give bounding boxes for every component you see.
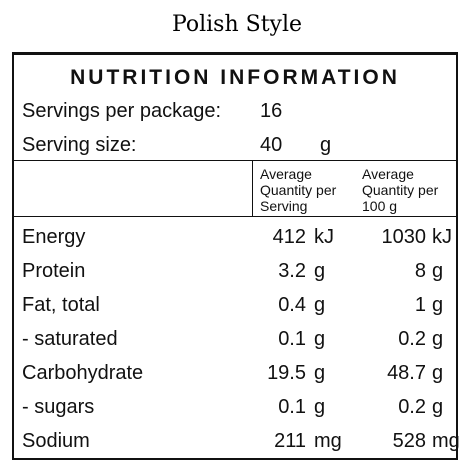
- serving-size-unit: g: [320, 134, 332, 156]
- per100-unit: kJ: [432, 226, 452, 248]
- per100-value: 528: [392, 430, 426, 452]
- per100-unit: g: [432, 396, 444, 418]
- serving-value: 0.4: [278, 294, 306, 316]
- col-serving-header: Average Quantity per Serving: [260, 166, 336, 214]
- serving-unit: g: [314, 328, 326, 350]
- nutrient-label: Protein: [22, 260, 86, 282]
- product-title: Polish Style: [171, 12, 303, 37]
- col-serving-line-3: Serving: [260, 198, 308, 214]
- nutrition-panel: NUTRITION INFORMATION Servings per packa…: [12, 52, 460, 460]
- serving-unit: g: [314, 294, 326, 316]
- serving-unit: g: [314, 396, 326, 418]
- per100-unit: g: [432, 260, 444, 282]
- per100-unit: mg: [432, 430, 460, 452]
- serving-size-label: Serving size:: [22, 134, 137, 156]
- divider-after-serving: [14, 160, 456, 161]
- serving-unit: g: [314, 362, 326, 384]
- per100-value: 48.7: [387, 362, 426, 384]
- servings-value: 16: [260, 100, 283, 122]
- panel-header: NUTRITION INFORMATION: [70, 66, 400, 89]
- nutrient-label: Energy: [22, 226, 86, 248]
- serving-value: 0.1: [278, 396, 306, 418]
- serving-value: 211: [274, 430, 306, 452]
- col-100g-line-1: Average: [362, 166, 414, 182]
- per100-unit: g: [432, 362, 444, 384]
- col-serving-line-2: Quantity per: [260, 182, 337, 198]
- nutrient-label: Carbohydrate: [22, 362, 144, 384]
- serving-unit: kJ: [314, 226, 334, 248]
- col-100g-header: Average Quantity per 100 g: [362, 166, 438, 214]
- per100-value: 0.2: [398, 396, 426, 418]
- per100-value: 8: [414, 260, 426, 282]
- per100-value: 1030: [381, 226, 427, 248]
- col-serving-line-1: Average: [260, 166, 312, 182]
- serving-value: 19.5: [267, 362, 306, 384]
- col-100g-line-3: 100 g: [362, 198, 398, 214]
- serving-value: 3.2: [278, 260, 306, 282]
- per100-unit: g: [432, 294, 444, 316]
- servings-label: Servings per package:: [22, 100, 222, 122]
- divider-after-col-head: [14, 216, 456, 217]
- serving-unit: mg: [314, 430, 342, 452]
- divider-top: [14, 54, 456, 55]
- serving-unit: g: [314, 260, 326, 282]
- serving-value: 412: [272, 226, 306, 248]
- nutrient-label: - saturated: [22, 328, 118, 350]
- per100-value: 0.2: [398, 328, 426, 350]
- per100-unit: g: [432, 328, 444, 350]
- divider-col-1: [252, 160, 253, 216]
- serving-size-value: 40: [260, 134, 283, 156]
- serving-value: 0.1: [278, 328, 306, 350]
- nutrient-label: Sodium: [22, 430, 90, 452]
- col-100g-line-2: Quantity per: [362, 182, 439, 198]
- nutrient-label: - sugars: [22, 396, 95, 418]
- per100-value: 1: [414, 294, 426, 316]
- nutrient-label: Fat, total: [22, 294, 100, 316]
